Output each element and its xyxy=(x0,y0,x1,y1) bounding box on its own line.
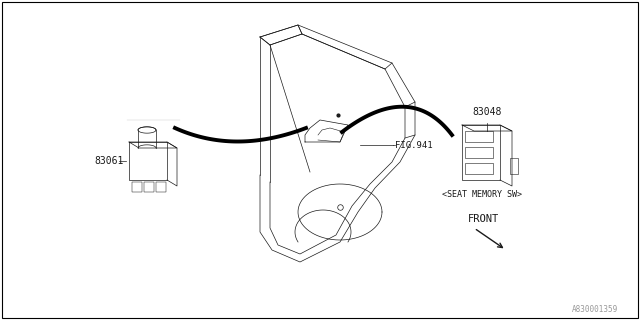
Text: <SEAT MEMORY SW>: <SEAT MEMORY SW> xyxy=(442,190,522,199)
Bar xyxy=(132,182,142,192)
Bar xyxy=(462,125,500,180)
Text: 83048: 83048 xyxy=(472,107,502,117)
Bar xyxy=(465,163,493,174)
Bar xyxy=(510,158,518,174)
Bar xyxy=(465,131,493,142)
Bar xyxy=(156,182,166,192)
Text: FIG.941: FIG.941 xyxy=(395,140,433,149)
Bar xyxy=(465,147,493,158)
Bar xyxy=(129,142,167,180)
Text: FRONT: FRONT xyxy=(468,214,499,224)
Text: A830001359: A830001359 xyxy=(572,305,618,314)
Bar xyxy=(144,182,154,192)
Text: 83061: 83061 xyxy=(94,156,124,166)
